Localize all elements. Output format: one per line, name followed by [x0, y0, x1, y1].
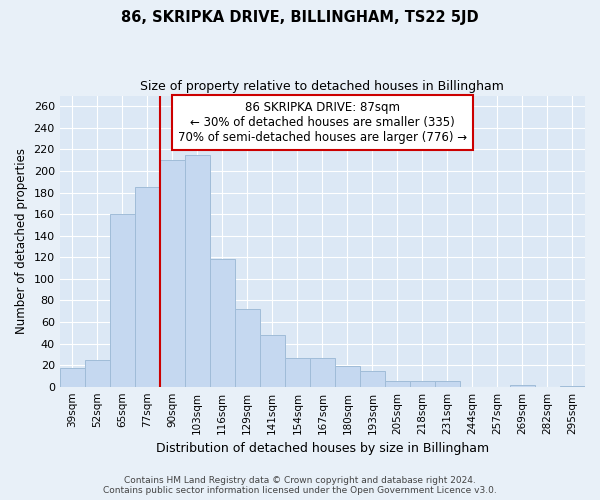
Title: Size of property relative to detached houses in Billingham: Size of property relative to detached ho…	[140, 80, 504, 93]
Bar	[335, 366, 360, 386]
Bar	[59, 368, 85, 386]
Bar	[110, 214, 135, 386]
Bar	[160, 160, 185, 386]
Bar	[260, 335, 285, 386]
Bar	[360, 370, 385, 386]
Bar	[135, 187, 160, 386]
Bar	[210, 260, 235, 386]
Bar	[310, 358, 335, 386]
Bar	[410, 382, 435, 386]
Text: 86, SKRIPKA DRIVE, BILLINGHAM, TS22 5JD: 86, SKRIPKA DRIVE, BILLINGHAM, TS22 5JD	[121, 10, 479, 25]
Bar	[285, 358, 310, 386]
Bar	[385, 382, 410, 386]
Bar	[510, 384, 535, 386]
Text: Contains HM Land Registry data © Crown copyright and database right 2024.
Contai: Contains HM Land Registry data © Crown c…	[103, 476, 497, 495]
X-axis label: Distribution of detached houses by size in Billingham: Distribution of detached houses by size …	[156, 442, 489, 455]
Bar	[435, 382, 460, 386]
Y-axis label: Number of detached properties: Number of detached properties	[15, 148, 28, 334]
Text: 86 SKRIPKA DRIVE: 87sqm
← 30% of detached houses are smaller (335)
70% of semi-d: 86 SKRIPKA DRIVE: 87sqm ← 30% of detache…	[178, 102, 467, 144]
Bar	[185, 155, 210, 386]
Bar	[85, 360, 110, 386]
Bar	[235, 309, 260, 386]
